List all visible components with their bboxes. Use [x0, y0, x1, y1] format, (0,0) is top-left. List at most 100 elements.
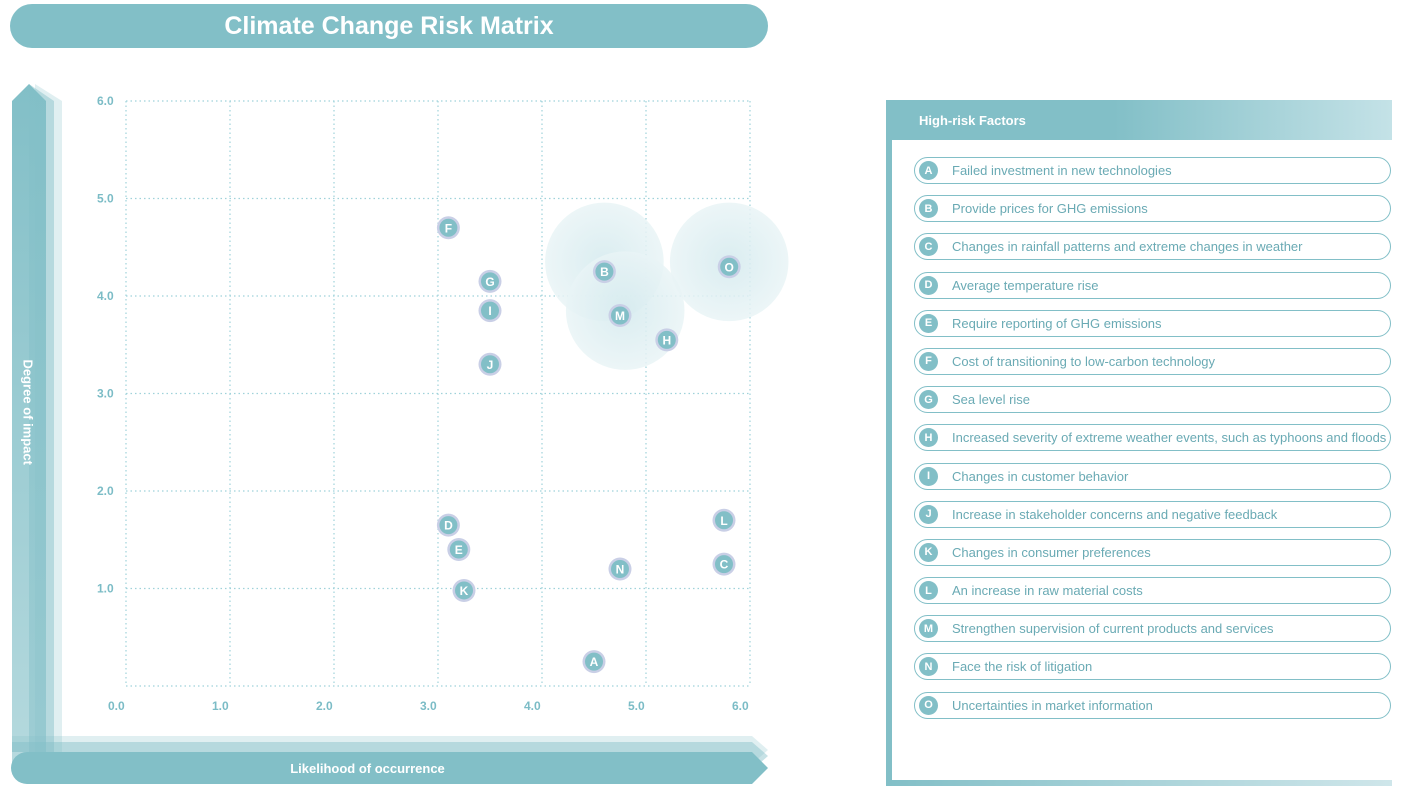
- risk-point-label: F: [445, 221, 452, 235]
- risk-point-dot: [715, 555, 733, 574]
- legend-badge: B: [919, 199, 938, 219]
- x-tick-label: 4.0: [524, 699, 541, 713]
- legend-badge: F: [919, 351, 938, 371]
- risk-point-label: A: [590, 655, 599, 669]
- x-tick-label: 6.0: [732, 699, 749, 713]
- risk-point-dot: [439, 516, 458, 535]
- legend-left-border: [886, 100, 892, 786]
- risk-point-label: B: [600, 265, 609, 279]
- risk-point-dot: [481, 272, 499, 291]
- risk-point-label: J: [487, 358, 494, 372]
- y-tick-label: 1.0: [97, 582, 114, 596]
- legend-badge: M: [919, 619, 938, 639]
- risk-point-label: H: [662, 333, 671, 347]
- legend-item-l: L An increase in raw material costs: [914, 577, 1391, 605]
- legend-badge: C: [919, 237, 938, 257]
- legend-list: A Failed investment in new technologies B P…: [914, 157, 1391, 730]
- risk-point-dot: [455, 581, 473, 600]
- x-axis-label: Likelihood of occurrence: [290, 760, 445, 776]
- legend-item-d: D Average temperature rise: [914, 271, 1391, 299]
- legend-bottom-border: [886, 780, 1392, 786]
- risk-point-m: M: [608, 304, 632, 327]
- risk-point-dot: [481, 355, 499, 374]
- legend-item-text: Cost of transitioning to low-carbon tech…: [952, 353, 1216, 369]
- legend-item-text: Face the risk of litigation: [952, 659, 1093, 675]
- legend-item-text: An increase in raw material costs: [952, 583, 1143, 599]
- risk-point-d: D: [436, 513, 460, 537]
- legend-item-h: H Increased severity of extreme weather e…: [914, 424, 1391, 452]
- x-tick-label: 0.0: [108, 699, 125, 713]
- risk-point-b: B: [592, 260, 616, 284]
- y-tick-label: 3.0: [97, 387, 114, 401]
- x-axis-arrow: [11, 736, 768, 784]
- legend-badge: O: [919, 695, 938, 715]
- legend-item-text: Uncertainties in market information: [952, 697, 1153, 713]
- legend-item-text: Changes in customer behavior: [952, 468, 1129, 484]
- risk-point-dot: [611, 306, 629, 325]
- y-axis-arrow: [12, 84, 62, 752]
- legend-badge: H: [919, 428, 938, 448]
- legend-item-b: B Provide prices for GHG emissions: [914, 195, 1391, 223]
- risk-point-k: K: [452, 578, 476, 602]
- legend-item-text: Changes in consumer preferences: [952, 544, 1151, 560]
- grid: [125, 100, 751, 687]
- legend-item-a: A Failed investment in new technologies: [914, 157, 1391, 184]
- risk-point-a: A: [582, 650, 606, 674]
- risk-point-c: C: [712, 552, 736, 576]
- legend-item-text: Changes in rainfall patterns and extreme…: [952, 239, 1303, 255]
- legend-item-text: Increase in stakeholder concerns and neg…: [952, 506, 1278, 522]
- legend-header: High-risk Factors: [886, 100, 1392, 140]
- legend-badge: E: [919, 313, 938, 333]
- risk-point-dot: [585, 652, 603, 671]
- risk-point-dot: [657, 330, 676, 349]
- risk-point-j: J: [478, 352, 502, 376]
- legend-item-text: Increased severity of extreme weather ev…: [952, 430, 1387, 446]
- legend-item-j: J Increase in stakeholder concerns and ne…: [914, 500, 1391, 528]
- risk-point-g: G: [478, 269, 502, 293]
- y-tick-label: 4.0: [97, 289, 114, 303]
- legend-badge: L: [919, 581, 938, 601]
- risk-point-label: I: [488, 304, 491, 318]
- risk-point-label: E: [455, 543, 463, 557]
- risk-points: A B C DE F G H I J K L M N O: [436, 216, 741, 674]
- legend-item-m: M Strengthen supervision of current produ…: [914, 615, 1391, 643]
- legend-item-f: F Cost of transitioning to low-carbon tec…: [914, 347, 1391, 375]
- y-tick-label: 2.0: [97, 484, 114, 498]
- legend-item-e: E Require reporting of GHG emissions: [914, 309, 1391, 337]
- legend-item-text: Sea level rise: [952, 392, 1031, 408]
- risk-point-dot: [595, 262, 614, 281]
- legend-panel: High-risk Factors A Failed investment in …: [886, 100, 1392, 786]
- x-tick-label: 2.0: [316, 699, 333, 713]
- risk-point-label: G: [485, 275, 494, 289]
- y-tick-label: 6.0: [97, 94, 114, 108]
- x-tick-label: 3.0: [420, 699, 437, 713]
- risk-point-dot: [449, 540, 468, 559]
- title-bar: Climate Change Risk Matrix: [10, 4, 768, 48]
- legend-badge: I: [919, 466, 938, 486]
- risk-point-n: N: [608, 557, 632, 581]
- legend-item-text: Average temperature rise: [952, 277, 1099, 293]
- legend-item-i: I Changes in customer behavior: [914, 462, 1391, 490]
- x-tick-label: 5.0: [628, 699, 645, 713]
- risk-point-o: O: [717, 255, 741, 279]
- risk-point-i: I: [478, 299, 502, 323]
- risk-point-f: F: [436, 216, 460, 240]
- risk-point-label: C: [720, 558, 729, 572]
- y-axis-label: Degree of impact: [20, 359, 36, 465]
- risk-point-label: O: [725, 260, 734, 274]
- y-tick-label: 5.0: [97, 192, 114, 206]
- risk-point-dot: [611, 560, 629, 578]
- x-tick-label: 1.0: [212, 699, 229, 713]
- legend-badge: D: [919, 275, 938, 295]
- axis-ticks: 0.0 1.0 2.0 3.0 4.0 5.0 6.0 1.0 2.0 3.0 4.0 5.0 6.0: [97, 94, 749, 713]
- risk-point-label: M: [615, 309, 625, 323]
- legend-item-text: Strengthen supervision of current produc…: [952, 621, 1274, 637]
- risk-point-dot: [715, 511, 733, 530]
- legend-item-n: N Face the risk of litigation: [914, 653, 1391, 681]
- legend-badge: J: [919, 504, 938, 524]
- risk-matrix-chart: 0.0 1.0 2.0 3.0 4.0 5.0 6.01.02.03.04.05.06.0 …: [11, 84, 789, 784]
- risk-point-dot: [481, 301, 499, 320]
- legend-badge: K: [919, 542, 938, 562]
- legend-item-text: Provide prices for GHG emissions: [952, 201, 1148, 217]
- legend-title: High-risk Factors: [919, 112, 1026, 128]
